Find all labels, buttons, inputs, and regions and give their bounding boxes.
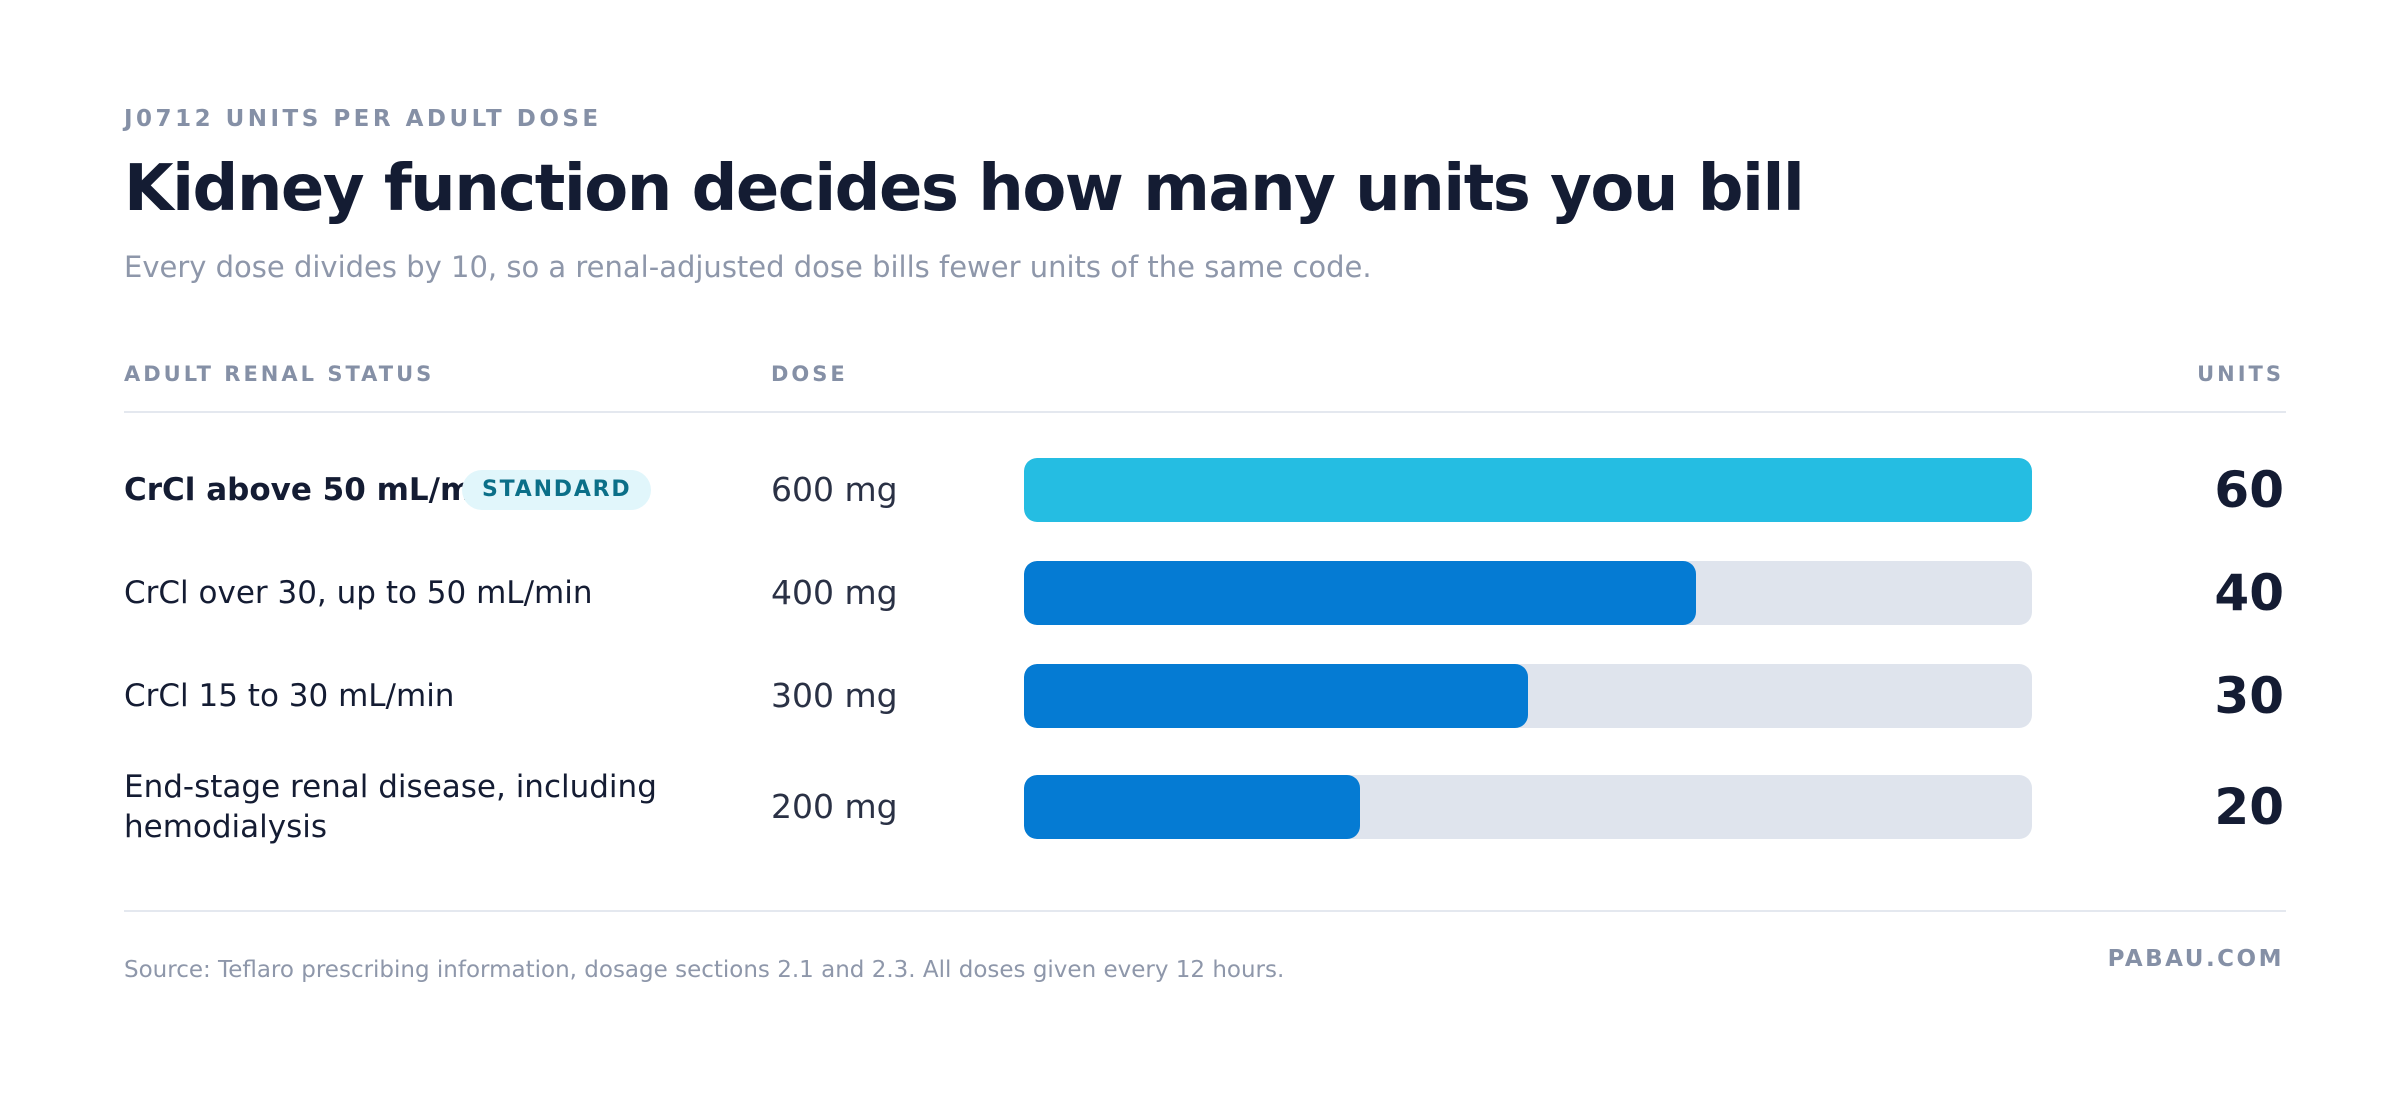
column-header-dose: DOSE [771, 362, 848, 386]
brand-wordmark: PABAU.COM [2107, 946, 2284, 972]
footer-divider [124, 910, 2286, 912]
header-divider [124, 411, 2286, 413]
bar-fill [1024, 458, 2032, 522]
chart-eyebrow: J0712 UNITS PER ADULT DOSE [124, 106, 602, 132]
units-value: 20 [2214, 778, 2284, 836]
standard-badge: STANDARD [462, 470, 652, 510]
dose-value: 200 mg [771, 787, 898, 826]
row-label: CrCl 15 to 30 mL/min [124, 678, 455, 714]
column-header-status: ADULT RENAL STATUS [124, 362, 435, 386]
bar-track [1024, 775, 2032, 839]
source-note: Source: Teflaro prescribing information,… [124, 957, 1285, 983]
chart-subtitle: Every dose divides by 10, so a renal-adj… [124, 250, 1372, 284]
row-label: End-stage renal disease, including hemod… [124, 769, 657, 845]
row-label: CrCl over 30, up to 50 mL/min [124, 575, 593, 611]
dose-value: 600 mg [771, 470, 898, 509]
bar-track [1024, 561, 2032, 625]
row-label: CrCl above 50 mL/min [124, 472, 505, 508]
dose-value: 300 mg [771, 676, 898, 715]
units-value: 40 [2214, 564, 2284, 622]
units-value: 30 [2214, 667, 2284, 725]
bar-track [1024, 664, 2032, 728]
chart-title: Kidney function decides how many units y… [124, 152, 1805, 226]
dose-value: 400 mg [771, 573, 898, 612]
bar-fill [1024, 664, 1528, 728]
bar-fill [1024, 775, 1360, 839]
units-value: 60 [2214, 461, 2284, 519]
bar-fill [1024, 561, 1696, 625]
bar-track [1024, 458, 2032, 522]
column-header-units: UNITS [2197, 362, 2284, 386]
